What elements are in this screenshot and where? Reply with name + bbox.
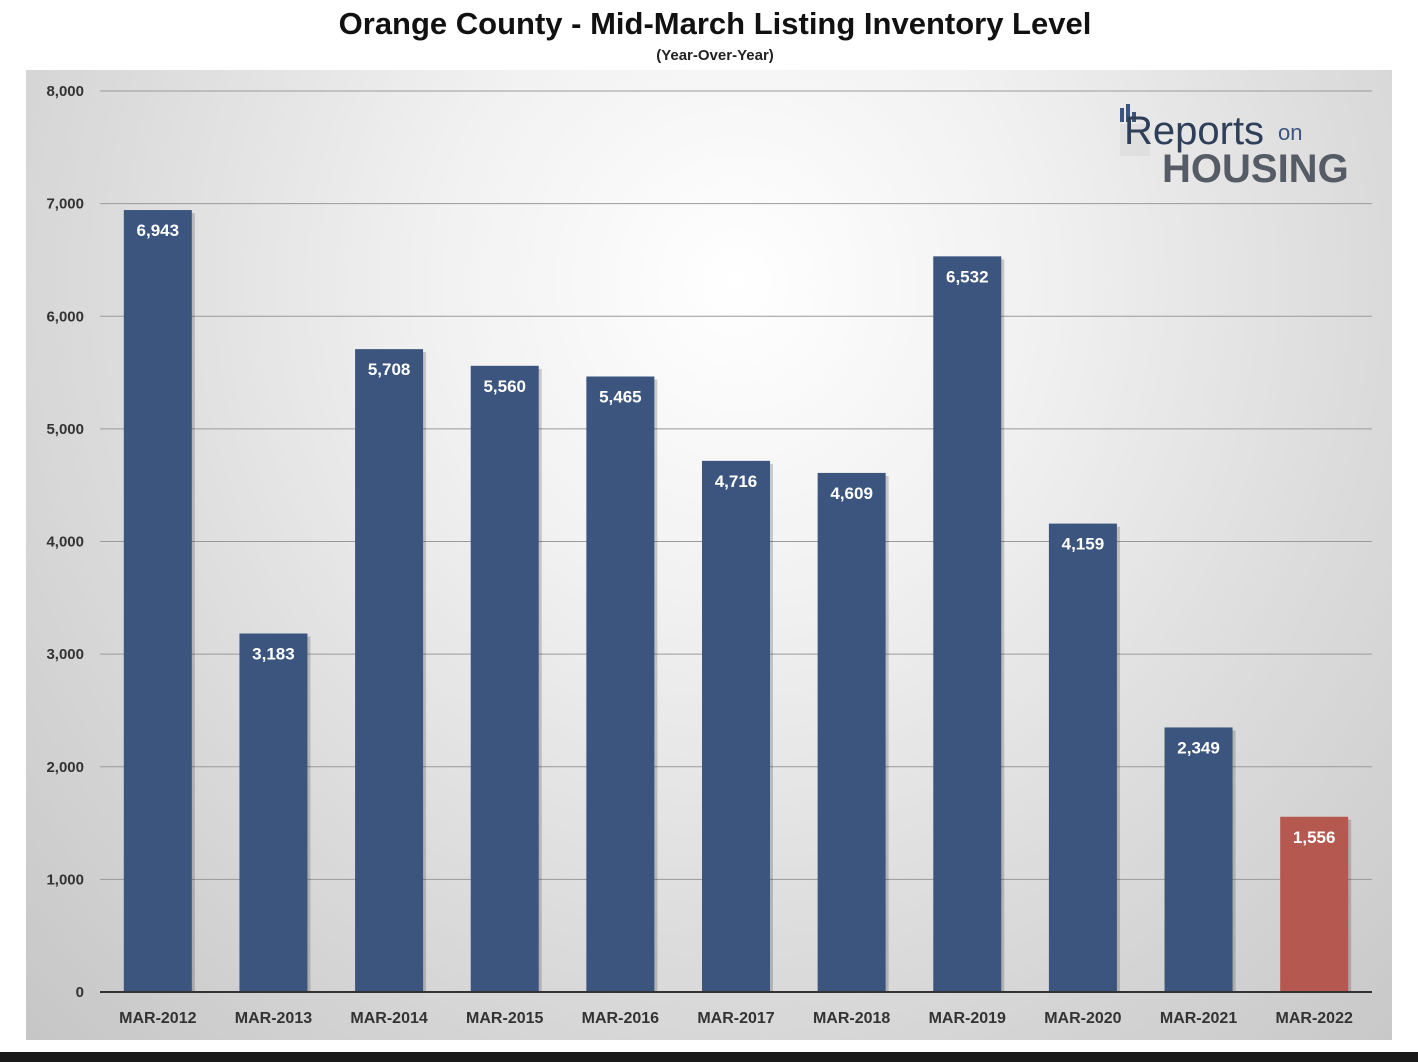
x-tick-label: MAR-2015 — [466, 1010, 543, 1027]
logo-main-text: Reports — [1124, 109, 1264, 153]
y-tick-label: 7,000 — [46, 196, 84, 213]
bar-mar-2021 — [1164, 727, 1233, 992]
data-label: 3,183 — [252, 645, 295, 664]
x-tick-label: MAR-2014 — [350, 1010, 427, 1027]
y-tick-label: 1,000 — [46, 871, 84, 888]
y-tick-label: 8,000 — [46, 83, 84, 100]
logo-bottom-text: HOUSING — [1162, 147, 1349, 190]
y-axis-ticks: 0 1,000 2,000 3,000 4,000 5,000 6,000 7,000 8,00… — [46, 83, 84, 1001]
data-label: 2,349 — [1177, 738, 1220, 757]
data-label: 5,465 — [599, 388, 642, 407]
data-label: 4,159 — [1062, 535, 1105, 554]
bar-mar-2020 — [1048, 523, 1117, 992]
data-labels: 6,943 3,183 5,708 5,560 5,465 4,716 4,609 6,532… — [137, 221, 1336, 847]
data-label: 1,556 — [1293, 828, 1336, 847]
y-tick-label: 3,000 — [46, 646, 84, 663]
bottom-border — [0, 1052, 1418, 1062]
y-tick-label: 0 — [76, 984, 84, 1001]
x-tick-label: MAR-2018 — [813, 1010, 890, 1027]
logo-small-text: on — [1278, 120, 1302, 145]
x-tick-label: MAR-2019 — [929, 1010, 1006, 1027]
y-tick-label: 6,000 — [46, 308, 84, 325]
data-label: 6,943 — [137, 221, 180, 240]
bars — [123, 210, 1352, 993]
bar-mar-2012 — [123, 210, 192, 993]
bar-mar-2016 — [586, 376, 655, 992]
x-tick-label: MAR-2021 — [1160, 1010, 1237, 1027]
data-label: 4,609 — [830, 484, 873, 503]
bar-mar-2022 — [1280, 816, 1349, 992]
x-tick-label: MAR-2022 — [1276, 1010, 1353, 1027]
bar-mar-2013 — [239, 633, 308, 992]
data-label: 5,560 — [483, 377, 526, 396]
y-tick-label: 5,000 — [46, 421, 84, 438]
y-tick-label: 4,000 — [46, 534, 84, 551]
bar-mar-2014 — [355, 349, 424, 993]
chart-subtitle: (Year-Over-Year) — [656, 47, 774, 64]
x-tick-label: MAR-2016 — [582, 1010, 659, 1027]
data-label: 5,708 — [368, 360, 411, 379]
chart-title: Orange County - Mid-March Listing Invent… — [338, 6, 1092, 41]
x-tick-label: MAR-2020 — [1044, 1010, 1121, 1027]
x-tick-label: MAR-2012 — [119, 1010, 196, 1027]
bar-mar-2017 — [702, 460, 770, 993]
bar-mar-2018 — [817, 472, 886, 992]
bar-mar-2019 — [933, 256, 1002, 992]
x-tick-label: MAR-2013 — [235, 1010, 312, 1027]
x-axis-ticks: MAR-2012 MAR-2013 MAR-2014 MAR-2015 MAR-2016… — [119, 1010, 1353, 1027]
y-tick-label: 2,000 — [46, 759, 84, 776]
x-tick-label: MAR-2017 — [697, 1010, 774, 1027]
data-label: 6,532 — [946, 267, 989, 286]
data-label: 4,716 — [715, 472, 758, 491]
bar-mar-2015 — [470, 365, 539, 992]
reports-on-housing-logo: Reports on HOUSING — [1120, 104, 1349, 190]
